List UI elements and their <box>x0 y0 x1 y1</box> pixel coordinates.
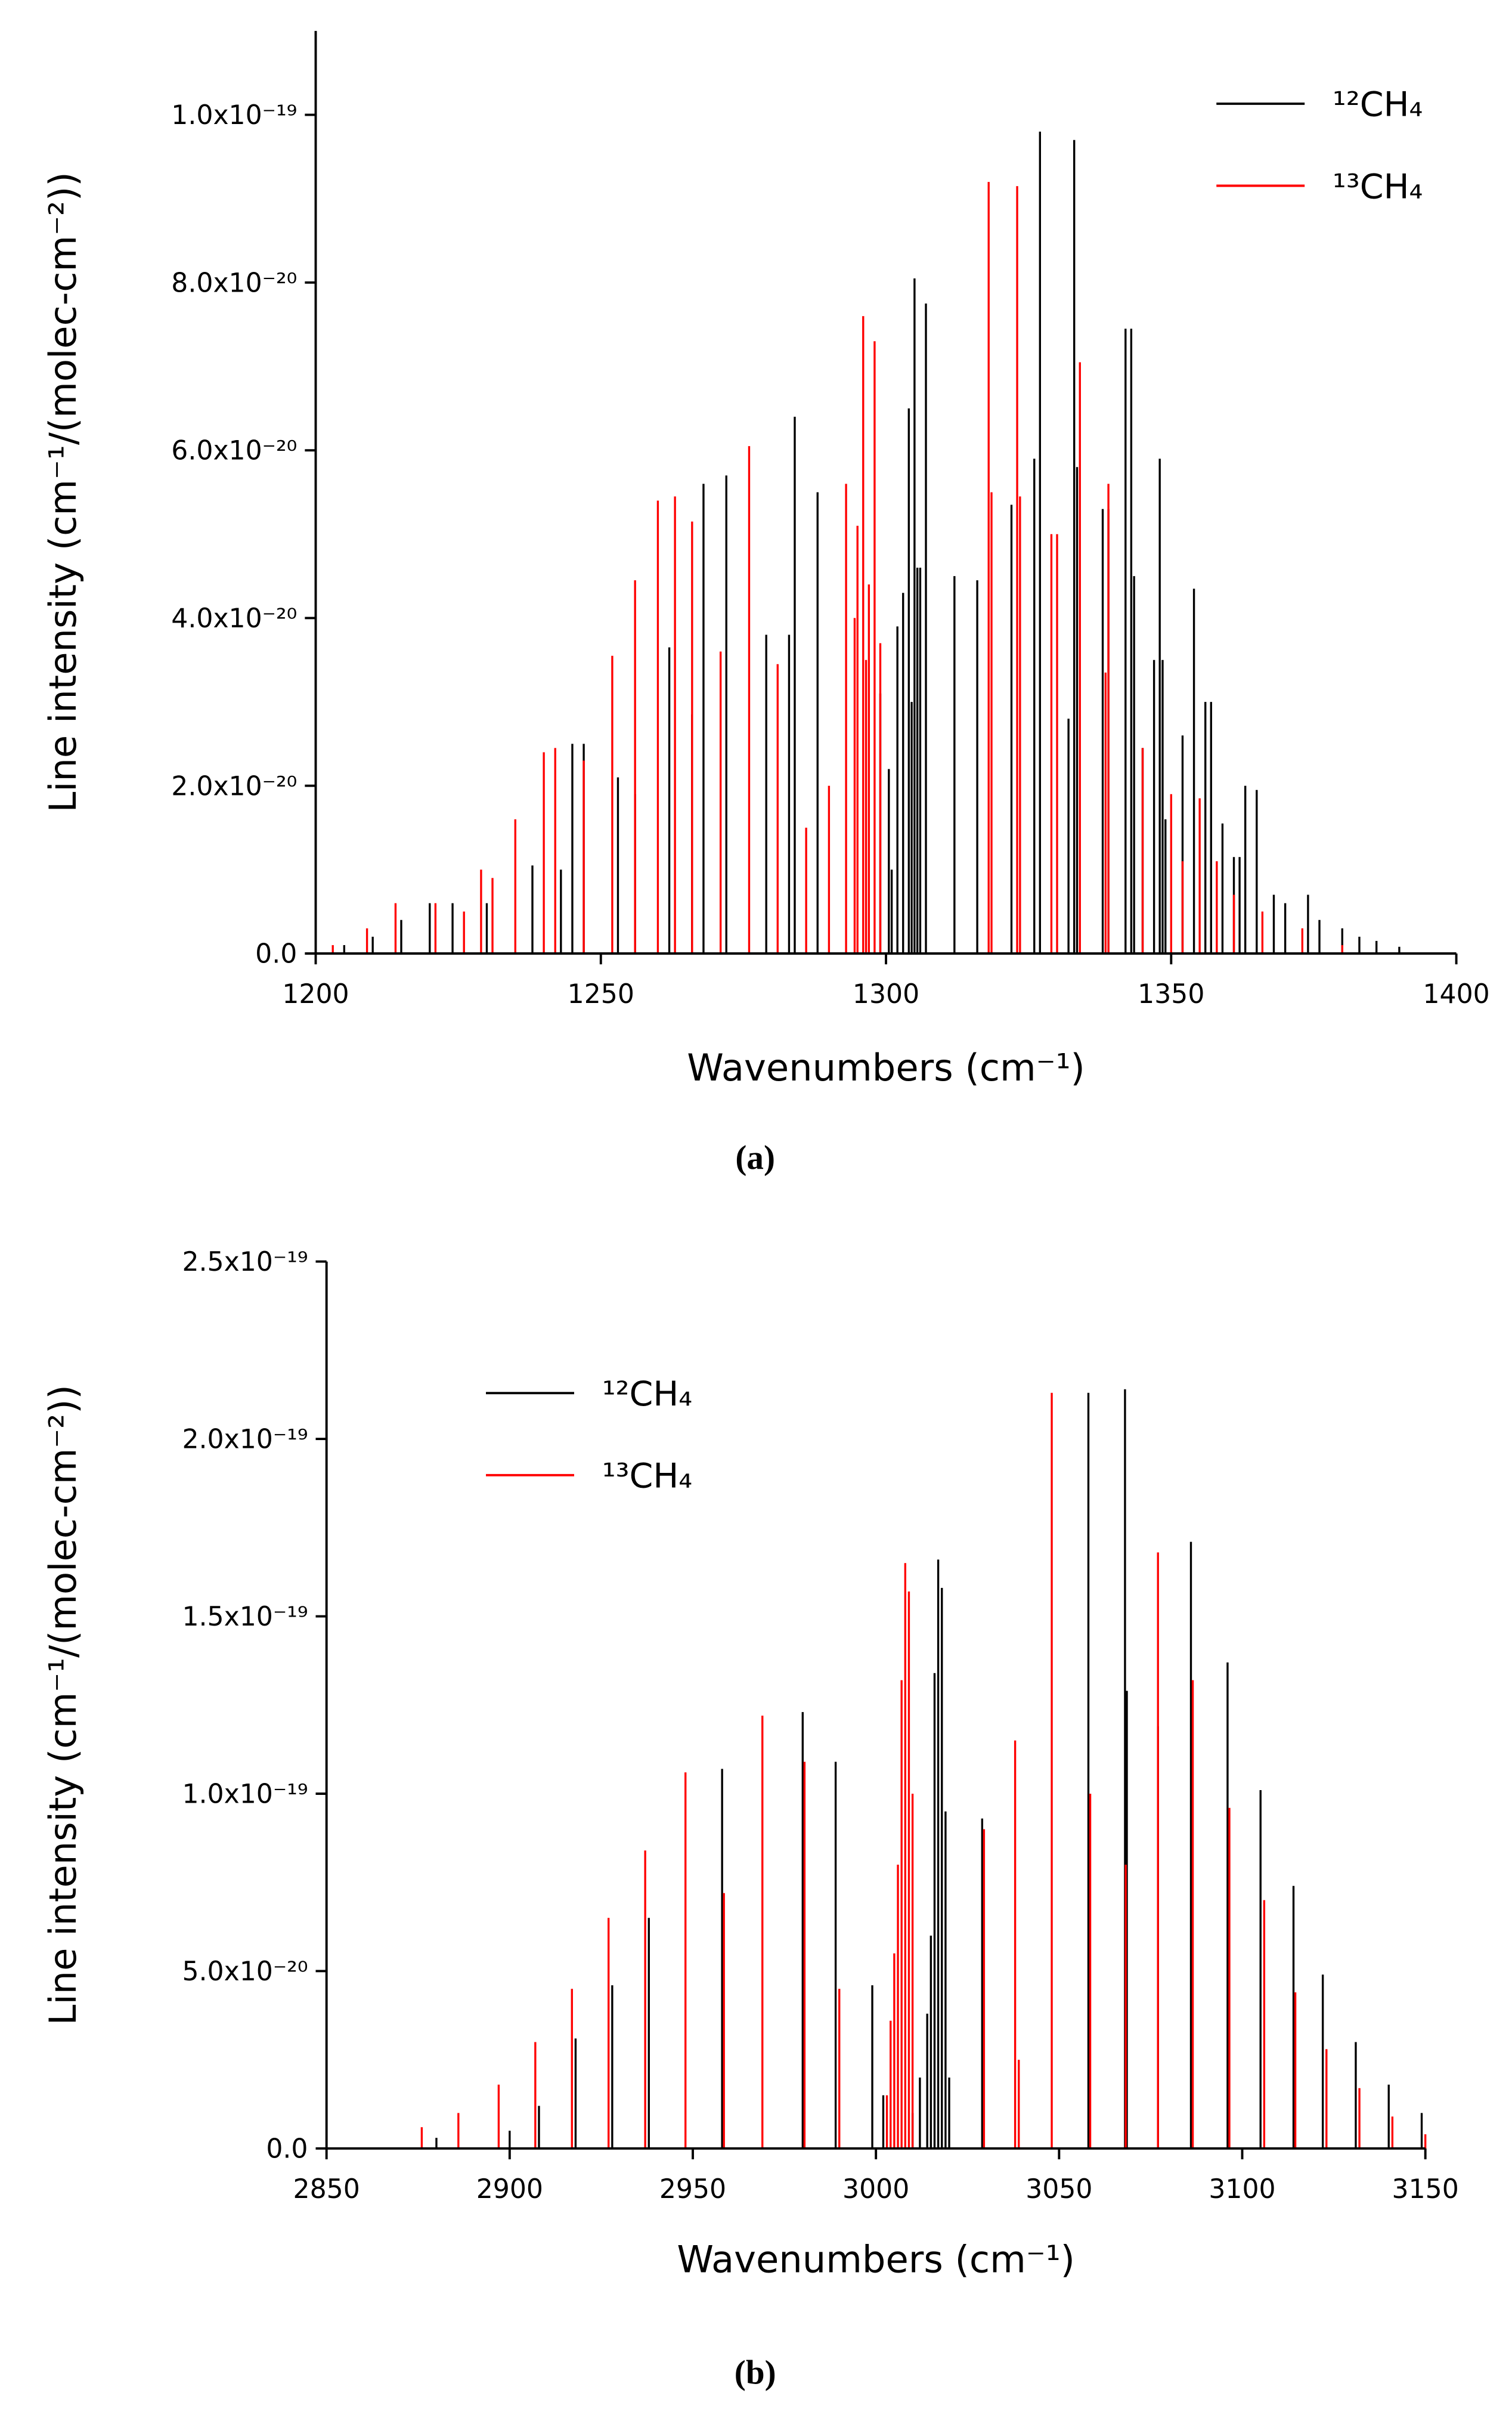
panel-label: (a) <box>735 1139 775 1177</box>
y-tick-label: 0.0 <box>266 2134 308 2165</box>
x-tick-label: 2950 <box>659 2174 726 2205</box>
y-tick-label: 1.0x10⁻¹⁹ <box>182 1779 308 1810</box>
x-tick-label: 1300 <box>853 979 919 1010</box>
legend-label: ¹³CH₄ <box>602 1457 692 1496</box>
y-axis-label: Line intensity (cm⁻¹/(molec-cm⁻²)) <box>41 1385 85 2025</box>
x-tick-label: 3100 <box>1209 2174 1275 2205</box>
y-tick-label: 6.0x10⁻²⁰ <box>171 436 297 466</box>
x-tick-label: 2900 <box>476 2174 543 2205</box>
y-axis-label: Line intensity (cm⁻¹/(molec-cm⁻²)) <box>41 172 85 812</box>
y-tick-label: 1.5x10⁻¹⁹ <box>182 1602 308 1632</box>
y-tick-label: 2.5x10⁻¹⁹ <box>182 1247 308 1277</box>
y-tick-label: 4.0x10⁻²⁰ <box>171 603 297 634</box>
x-tick-label: 1200 <box>282 979 349 1010</box>
y-tick-label: 0.0 <box>255 939 297 970</box>
y-tick-label: 2.0x10⁻²⁰ <box>171 771 297 801</box>
chart-panel: 2850 2900 2950 3000 3050 3100 3150 0.0 5.0x10⁻²⁰… <box>41 1247 1459 2391</box>
x-axis-label: Wavenumbers (cm⁻¹) <box>687 1046 1085 1089</box>
legend-label: ¹²CH₄ <box>1333 85 1423 125</box>
x-tick-label: 3150 <box>1392 2174 1459 2205</box>
panel-label: (b) <box>735 2354 776 2392</box>
x-tick-label: 3050 <box>1025 2174 1092 2205</box>
x-axis-label: Wavenumbers (cm⁻¹) <box>677 2238 1075 2281</box>
y-tick-label: 2.0x10⁻¹⁹ <box>182 1425 308 1455</box>
y-tick-label: 1.0x10⁻¹⁹ <box>171 100 297 131</box>
x-tick-label: 1250 <box>568 979 634 1010</box>
y-tick-label: 8.0x10⁻²⁰ <box>171 268 297 298</box>
x-tick-label: 1350 <box>1138 979 1204 1010</box>
legend-label: ¹²CH₄ <box>602 1374 692 1414</box>
x-tick-label: 2850 <box>293 2174 360 2205</box>
chart-panel: 1200 1250 1300 1350 1400 0.0 2.0x10⁻²⁰ 4.0x10⁻²… <box>41 30 1490 1177</box>
x-tick-label: 3000 <box>842 2174 909 2205</box>
x-tick-label: 1400 <box>1423 979 1489 1010</box>
legend-label: ¹³CH₄ <box>1333 167 1423 206</box>
y-tick-label: 5.0x10⁻²⁰ <box>182 1956 308 1987</box>
